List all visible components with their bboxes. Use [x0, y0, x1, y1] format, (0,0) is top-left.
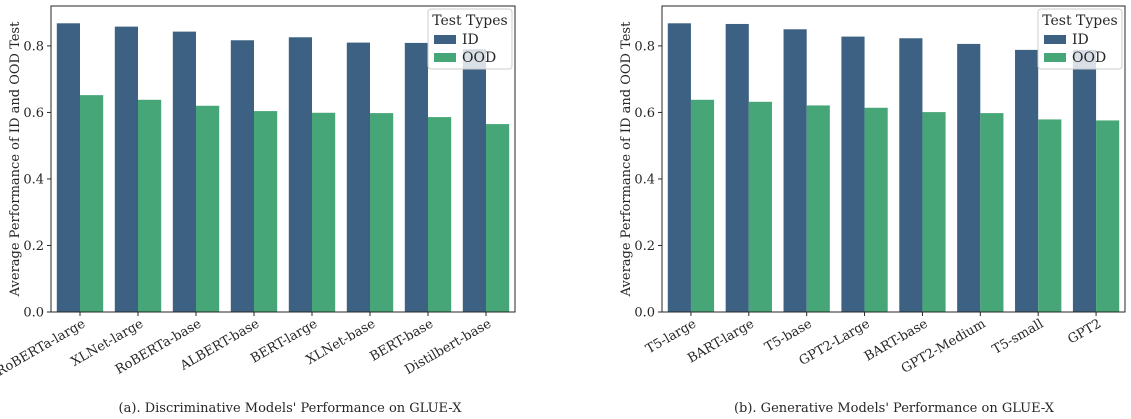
y-tick-label: 0.4 [634, 172, 655, 187]
bar-id-xlnet-base [346, 42, 370, 313]
chart-caption: (a). Discriminative Models' Performance … [119, 401, 463, 416]
bar-id-gpt2-large [841, 36, 865, 312]
bar-id-distilbert-base [462, 49, 486, 313]
bar-ood-t5-small [1038, 119, 1062, 312]
y-tick-label: 0.0 [634, 306, 655, 321]
legend-label-id: ID [462, 32, 479, 48]
legend-swatch-ood [434, 53, 456, 62]
chart-caption: (b). Generative Models' Performance on G… [734, 401, 1055, 416]
legend-title: Test Types [1042, 13, 1117, 29]
bar-ood-gpt2-medium [980, 113, 1004, 312]
bar-id-roberta-base [172, 31, 196, 313]
bar-ood-albert-base [254, 111, 278, 312]
x-tick-label: GPT2 [1065, 316, 1104, 347]
bar-ood-bert-base [428, 117, 452, 312]
bar-id-bert-large [288, 37, 312, 313]
chart-panel-1: 0.00.20.40.60.8RoBERTa-largeXLNet-largeR… [0, 5, 516, 416]
bar-id-bart-large [725, 23, 749, 313]
bar-id-t5-base [783, 29, 807, 313]
legend-title: Test Types [432, 13, 507, 29]
legend-swatch-id [1044, 35, 1066, 44]
legend: Test Types ID OOD [1037, 8, 1123, 70]
y-axis-label: Average Performance of ID and OOD Test [8, 21, 23, 297]
bar-ood-bert-large [312, 112, 336, 313]
legend-label-ood: OOD [1072, 50, 1106, 66]
bar-id-t5-large [667, 23, 691, 313]
legend-label-ood: OOD [462, 50, 496, 66]
bar-ood-bart-large [748, 101, 772, 312]
axes-frame [50, 5, 516, 313]
y-tick-label: 0.2 [634, 239, 655, 254]
y-tick-label: 0.8 [23, 39, 44, 54]
y-tick-label: 0.6 [23, 106, 44, 121]
bar-id-albert-base [230, 40, 254, 312]
bar-ood-gpt2 [1096, 120, 1120, 312]
x-tick-label: BART-large [685, 316, 757, 366]
y-tick-label: 0.0 [23, 306, 44, 321]
bar-id-roberta-large [56, 23, 80, 313]
legend: Test Types ID OOD [427, 8, 513, 70]
bar-id-xlnet-large [114, 26, 138, 313]
axes-frame [661, 5, 1126, 313]
y-tick-label: 0.8 [634, 39, 655, 54]
bar-ood-gpt2-large [864, 107, 888, 312]
bar-ood-t5-base [806, 105, 830, 312]
bar-ood-t5-large [690, 99, 715, 312]
y-tick-label: 0.4 [23, 172, 44, 187]
bar-ood-xlnet-base [370, 113, 394, 312]
x-tick-label: RoBERTa-large [0, 316, 88, 379]
bar-id-bart-base [899, 38, 923, 312]
bar-id-t5-small [1015, 49, 1039, 313]
x-tick-label: T5-small [990, 316, 1046, 357]
legend-swatch-id [434, 35, 456, 44]
bar-ood-roberta-large [80, 95, 104, 312]
bar-ood-xlnet-large [138, 99, 162, 312]
bar-id-bert-base [404, 42, 428, 313]
bar-ood-roberta-base [196, 105, 220, 312]
legend-label-id: ID [1072, 32, 1089, 48]
y-axis-label: Average Performance of ID and OOD Test [619, 21, 634, 297]
bar-id-gpt2 [1072, 49, 1097, 313]
bar-ood-bart-base [922, 112, 946, 312]
legend-swatch-ood [1044, 53, 1066, 62]
y-tick-label: 0.2 [23, 239, 44, 254]
bar-id-gpt2-medium [957, 43, 981, 313]
bar-ood-distilbert-base [486, 124, 510, 312]
y-tick-label: 0.6 [634, 106, 655, 121]
